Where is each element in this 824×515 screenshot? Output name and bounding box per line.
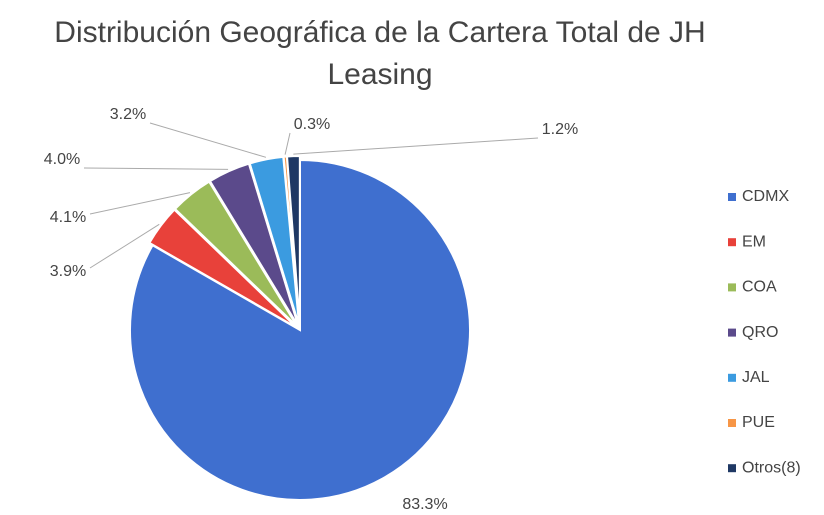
legend-label: COA: [742, 279, 777, 296]
chart-title: Distribución Geográfica de la Cartera To…: [54, 16, 706, 91]
leader-line: [284, 132, 291, 155]
legend-label: CDMX: [742, 188, 789, 205]
legend-swatch: [728, 419, 736, 427]
leader-line: [89, 192, 191, 215]
legend-label: Otros(8): [742, 459, 801, 476]
legend-label: JAL: [742, 369, 770, 386]
pie-slice: [285, 155, 301, 327]
pie-slice: [148, 208, 298, 329]
legend-label: QRO: [742, 324, 778, 341]
legend-swatch: [728, 373, 736, 382]
legend-swatch: [728, 464, 736, 473]
leader-line: [293, 137, 539, 155]
legend-swatch: [728, 283, 736, 292]
data-label: 4.1%: [50, 209, 86, 226]
data-label: 3.2%: [110, 106, 146, 123]
leader-line: [89, 223, 160, 269]
leader-line: [83, 167, 229, 170]
pie-slice: [129, 158, 471, 501]
data-label: 4.0%: [44, 151, 80, 168]
leader-line: [149, 122, 267, 158]
legend-label: EM: [742, 233, 766, 250]
legend-swatch: [728, 328, 736, 337]
data-label: 3.9%: [50, 263, 86, 280]
data-label: 83.3%: [402, 496, 447, 513]
legend-swatch: [728, 238, 736, 247]
data-label: 0.3%: [294, 116, 330, 133]
pie-slice: [173, 180, 299, 328]
legend-swatch: [728, 193, 736, 201]
data-label: 1.2%: [542, 121, 578, 138]
legend-label: PUE: [742, 414, 775, 431]
